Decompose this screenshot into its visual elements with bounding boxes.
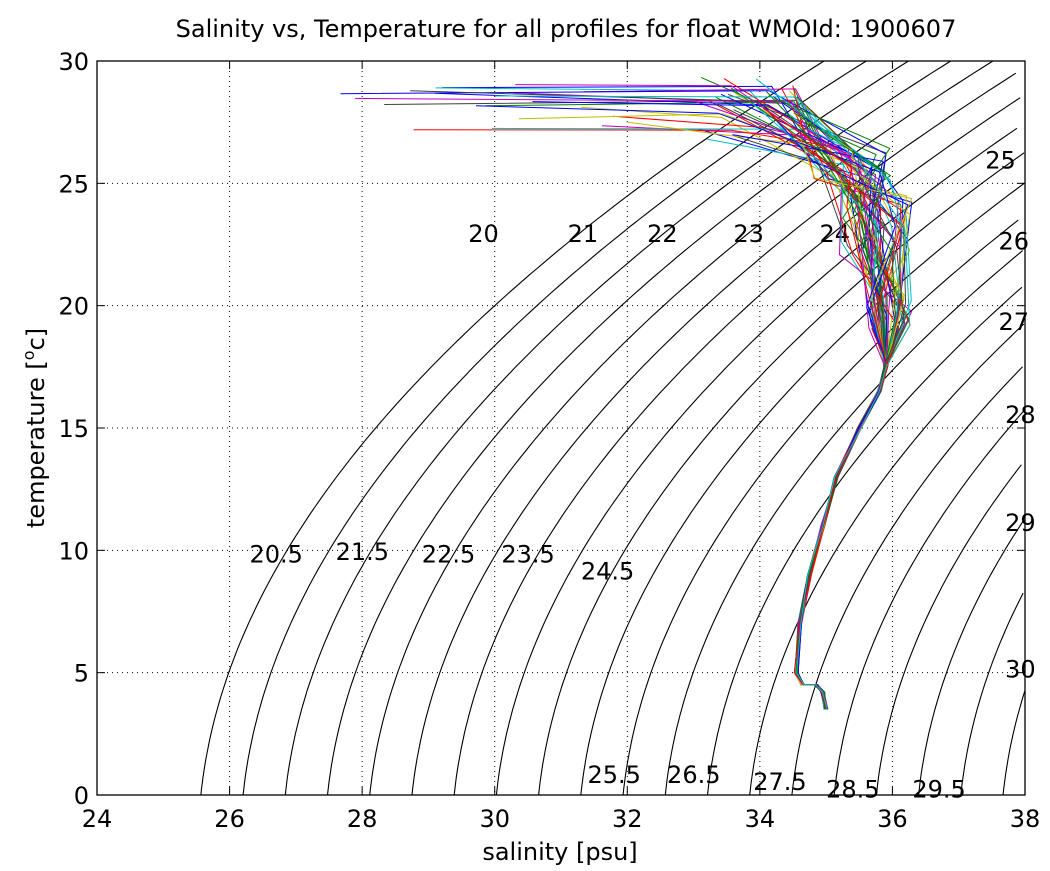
y-tick-label: 20 [58,293,89,321]
isopycnal-line [495,127,1018,796]
profile-line [792,87,910,710]
profile-line [723,78,888,710]
isopycnal-label: 26 [998,227,1029,255]
isopycnal-label: 26.5 [667,761,720,789]
isopycnal-label: 28 [1005,401,1036,429]
y-tick-label: 30 [58,48,89,76]
isopycnal-label: 22.5 [422,541,475,569]
isopycnal-label: 27.5 [753,768,806,796]
isopycnal-line [369,60,994,796]
profile-line [695,101,887,710]
profile-line [413,129,897,710]
profile-line [769,113,902,710]
isopycnal-label: 30 [1005,656,1036,684]
y-tick-label: 5 [74,660,89,688]
x-tick-label: 30 [479,805,510,833]
profile-line [384,99,900,710]
profile-line [727,93,906,710]
x-tick-label: 32 [612,805,643,833]
profile-lines [340,76,913,710]
y-tick-label: 15 [58,415,89,443]
profile-line [720,93,888,710]
isopycnal-line [200,60,825,796]
isopycnal-line [538,152,1025,796]
isopycnal-line [411,72,1017,796]
isopycnal-line [918,519,1025,796]
isopycnal-label: 25.5 [588,761,641,789]
x-tick-label: 24 [82,805,113,833]
isopycnal-line [664,250,1023,796]
x-tick-label: 26 [214,805,245,833]
x-tick-label: 28 [347,805,378,833]
y-axis-title-unit: c] [22,328,50,351]
x-axis-title: salinity [psu] [482,838,637,866]
isopycnal-line [875,464,1022,796]
isopycnal-line [580,182,1025,796]
profile-line [475,105,896,710]
isopycnal-label: 22 [647,220,678,248]
profile-line [601,125,888,710]
isopycnal-label: 24.5 [581,558,634,586]
isopycnal-line [242,60,867,796]
isopycnal-label: 27 [998,308,1029,336]
isopycnal-line [1002,690,1026,796]
isopycnal-label: 23 [733,220,764,248]
isopycnal-label: 28.5 [826,775,879,803]
isopycnal-label: 29 [1005,509,1036,537]
x-tick-label: 38 [1010,805,1041,833]
isopycnal-label: 29.5 [912,775,965,803]
isopycnal-label: 23.5 [501,541,554,569]
isopycnal-label: 20 [468,220,499,248]
isopycnal-label: 21 [568,220,599,248]
profile-line [494,95,911,710]
isopycnal-line [706,286,1023,796]
isopycnal-line [960,592,1024,796]
isopycnal-line [284,60,909,796]
x-axis-ticks: 24 26 28 30 32 34 36 38 [82,61,1041,833]
y-tick-label: 0 [74,782,89,810]
isopycnal-label: 20.5 [249,541,302,569]
x-tick-label: 34 [745,805,776,833]
isopycnal-label: 24 [820,220,851,248]
isopycnal-line [326,60,951,796]
y-axis-ticks: 0 5 10 15 20 25 30 [58,48,1025,810]
grid-layer [97,61,1025,795]
isopycnal-line [453,97,1021,796]
y-tick-label: 10 [58,537,89,565]
isopycnal-line [749,323,1025,796]
profile-line [485,101,888,710]
y-tick-label: 25 [58,170,89,198]
profile-line [434,92,888,710]
y-axis-title: temperature [oc] [19,328,50,528]
density-contour-labels: 20 21 22 23 24 25 26 27 28 29 30 20.5 21.5 22.5 23.5 24… [249,147,1035,804]
isopycnal-label: 21.5 [336,538,389,566]
plot-frame [96,60,1026,796]
y-axis-title-main: temperature [ [22,360,50,528]
x-tick-label: 36 [877,805,908,833]
isopycnal-line [833,409,1026,796]
density-contours [200,60,1026,796]
isopycnal-line [791,366,1023,796]
profile-line [515,84,886,710]
isopycnal-label: 25 [985,147,1016,175]
chart-title: Salinity vs, Temperature for all profile… [176,15,957,43]
y-axis-title-superscript: o [19,350,38,360]
